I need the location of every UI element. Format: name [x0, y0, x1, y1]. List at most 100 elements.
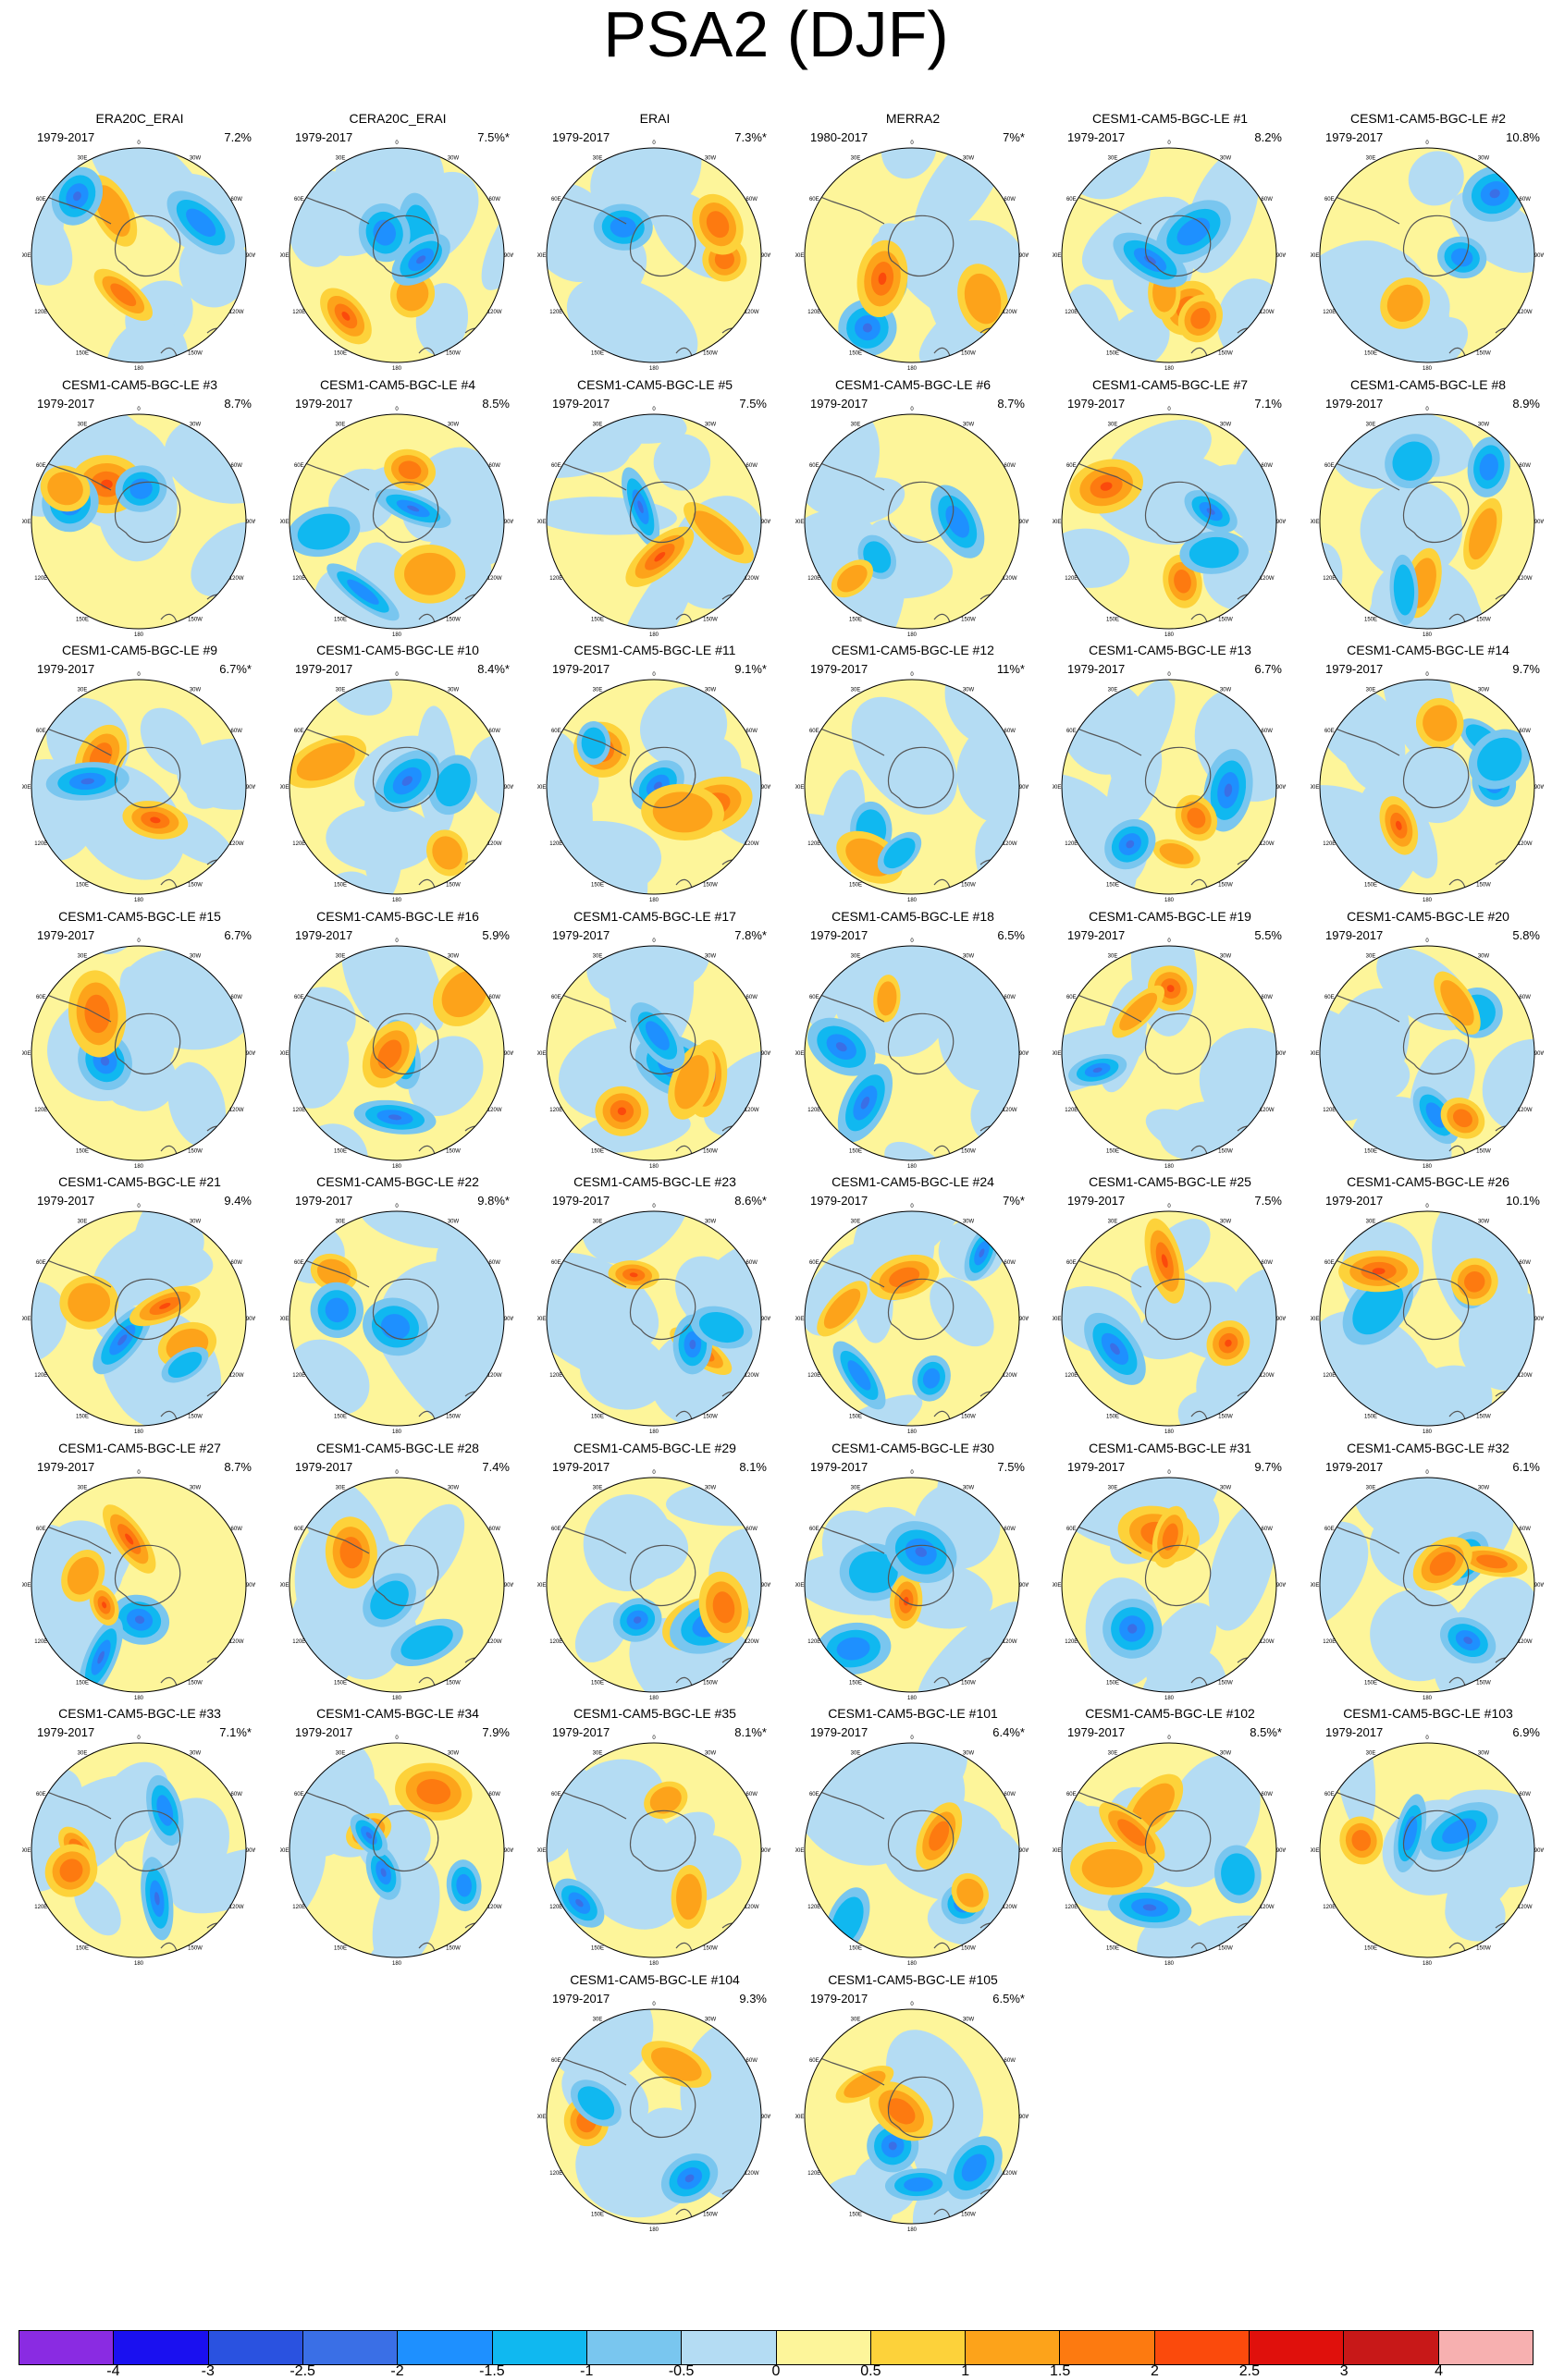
anomaly-contour [1370, 1589, 1465, 1682]
panel-title: CESM1-CAM5-BGC-LE #4 [319, 377, 476, 392]
anomaly-contour [575, 1898, 584, 1908]
lon-tick-label: 90W [1019, 520, 1029, 525]
panel-title: CESM1-CAM5-BGC-LE #103 [1343, 1706, 1513, 1721]
coastline [372, 1278, 439, 1341]
lon-tick-label: 150E [591, 883, 604, 889]
anomaly-contour [883, 838, 916, 869]
lon-tick-label: 90W [246, 253, 255, 259]
anomaly-contour [848, 1551, 898, 1593]
lon-tick-label: 180 [649, 2227, 659, 2231]
lon-tick-label: 30E [1108, 687, 1118, 693]
panel-title: CESM1-CAM5-BGC-LE #10 [316, 643, 479, 657]
lon-tick-label: 120W [745, 2171, 759, 2177]
lon-tick-label: 60E [36, 729, 46, 734]
lon-tick-label: 90E [537, 520, 546, 525]
lon-tick-label: 0 [1167, 939, 1171, 944]
lon-tick-label: 120W [1518, 1905, 1533, 1910]
anomaly-contour [97, 1650, 105, 1664]
anomaly-contour [92, 1219, 204, 1307]
anomaly-contour [1429, 1552, 1456, 1576]
map-boundary [1319, 413, 1535, 630]
map-panel: ERAI 1979-2017 7.3%* 0 30E 60E 90E 120E 150E 180 1… [530, 111, 780, 370]
anomaly-contour [922, 1368, 941, 1389]
lon-tick-label: 150E [76, 883, 89, 889]
colorbar-swatch [398, 2331, 493, 2364]
lon-tick-label: 180 [392, 1961, 402, 1965]
lon-tick-label: 120E [549, 576, 562, 582]
lon-tick-label: 30W [705, 687, 717, 693]
map-boundary [804, 1477, 1020, 1693]
lon-tick-label: 60W [1004, 1792, 1016, 1797]
anomaly-contour [325, 1297, 349, 1323]
map-boundary [546, 2008, 762, 2225]
lon-tick-label: 150W [961, 1415, 976, 1420]
coastline [1402, 1278, 1470, 1341]
lon-tick-label: 150W [188, 1681, 203, 1687]
lon-tick-label: 150E [1106, 883, 1119, 889]
lon-tick-label: 30E [1366, 1219, 1376, 1224]
lon-tick-label: 120E [549, 1108, 562, 1113]
lon-tick-label: 90E [22, 253, 31, 259]
coastline [629, 1810, 696, 1872]
anomaly-contour [408, 1036, 484, 1116]
lon-tick-label: 90W [1534, 785, 1544, 791]
lon-tick-label: 60W [231, 1260, 243, 1266]
lon-tick-label: 120E [1065, 310, 1078, 315]
lon-tick-label: 90W [246, 520, 255, 525]
panel-years: 1979-2017 [295, 130, 353, 144]
lon-tick-label: 180 [1164, 1961, 1175, 1965]
lon-tick-label: 120W [487, 310, 502, 315]
lon-tick-label: 120E [1323, 841, 1336, 847]
lon-tick-label: 120W [1518, 576, 1533, 582]
lon-tick-label: 180 [392, 366, 402, 370]
lon-tick-label: 90E [795, 1317, 804, 1322]
map-panel: CESM1-CAM5-BGC-LE #26 1979-2017 10.1% 0 30E 6… [1303, 1174, 1552, 1433]
map-panel: CESM1-CAM5-BGC-LE #102 1979-2017 8.5%* 0 30E… [1045, 1706, 1295, 1965]
map-boundary [1061, 679, 1277, 895]
polar-map: 0 30E 60E 90E 120E 150E 180 150W 120W 90W 60W 30W [795, 2002, 1029, 2231]
lon-tick-label: 90W [1276, 520, 1286, 525]
colorbar [18, 2330, 1534, 2365]
panel-variance-pct: 7.2% [224, 130, 252, 144]
lon-tick-label: 180 [649, 1696, 659, 1699]
lon-tick-label: 120E [34, 841, 47, 847]
lon-tick-label: 90W [1534, 1848, 1544, 1854]
polar-map: 0 30E 60E 90E 120E 150E 180 150W 120W 90W 60W 30W [1053, 1204, 1286, 1433]
lon-tick-label: 30E [78, 953, 88, 959]
page-title: PSA2 (DJF) [603, 0, 949, 70]
lon-tick-label: 120E [292, 1373, 305, 1379]
map-boundary [1061, 147, 1277, 363]
anomaly-contour [156, 1795, 174, 1826]
colorbar-swatch [586, 2331, 683, 2364]
anomaly-contour [171, 1846, 246, 1914]
lon-tick-label: 180 [907, 2227, 918, 2231]
lon-tick-label: 0 [137, 1204, 141, 1209]
lon-tick-label: 30W [1220, 1750, 1232, 1756]
anomaly-contour [930, 1277, 994, 1347]
lon-tick-label: 120W [745, 310, 759, 315]
anomaly-contour [837, 564, 868, 593]
lon-tick-label: 150E [1364, 1149, 1377, 1155]
lon-tick-label: 120E [1065, 841, 1078, 847]
map-boundary [1061, 413, 1277, 630]
map-boundary [1061, 1477, 1277, 1693]
panel-years: 1979-2017 [552, 1992, 610, 2006]
coastline [372, 215, 439, 277]
lon-tick-label: 60E [1324, 197, 1335, 202]
panel-variance-pct: 5.9% [482, 928, 510, 942]
lon-tick-label: 150W [1218, 1415, 1233, 1420]
lon-tick-label: 120W [1518, 1373, 1533, 1379]
panel-years: 1979-2017 [1325, 397, 1384, 411]
lon-tick-label: 90E [795, 1051, 804, 1057]
lon-tick-label: 180 [134, 1164, 144, 1168]
coastline [114, 215, 181, 277]
panel-variance-pct: 7.5%* [477, 130, 510, 144]
polar-map: 0 30E 60E 90E 120E 150E 180 150W 120W 90W 60W 30W [1053, 1736, 1286, 1965]
anomaly-contour [100, 1056, 110, 1066]
lon-tick-label: 180 [649, 1961, 659, 1965]
lon-tick-label: 60E [294, 1527, 304, 1532]
lon-tick-label: 60E [1324, 1792, 1335, 1797]
lon-tick-label: 120W [1518, 841, 1533, 847]
lon-tick-label: 120E [1065, 576, 1078, 582]
panel-variance-pct: 9.7% [1254, 1460, 1282, 1474]
